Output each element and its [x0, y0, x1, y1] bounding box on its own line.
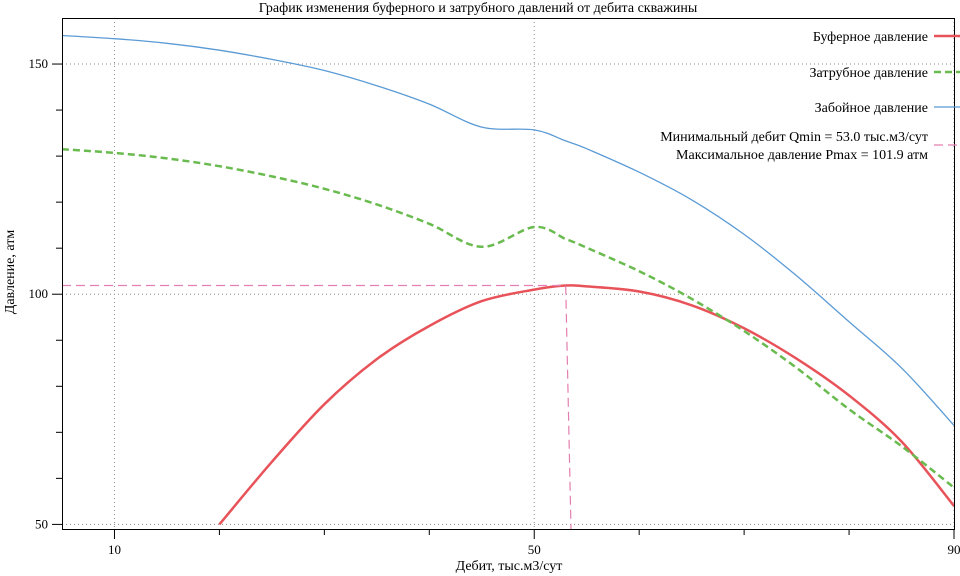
- plot-frame: [62, 18, 955, 530]
- legend-label: Буферное давление: [813, 30, 928, 45]
- legend: Буферное давление Затрубное давление Забой…: [660, 30, 960, 163]
- x-tick-label: 10: [108, 542, 121, 557]
- legend-label: Минимальный дебит Qmin = 53.0 тыс.м3/сут: [660, 130, 928, 145]
- optimum-marker-line: [62, 284, 572, 530]
- bottomhole-pressure-line: [61, 34, 955, 426]
- x-tick-label: 50: [528, 542, 541, 557]
- legend-label: Затрубное давление: [810, 66, 928, 81]
- y-tick-label: 100: [29, 286, 49, 301]
- grid: [62, 18, 955, 529]
- x-tick-label: 90: [948, 542, 960, 557]
- y-tick-label: 150: [29, 56, 49, 71]
- annular-pressure-line: [61, 147, 955, 489]
- y-tick-label: 50: [35, 516, 48, 531]
- axis-ticks: 10 50 90 50 100 150: [29, 56, 960, 557]
- legend-label: Забойное давление: [815, 101, 928, 116]
- chart-title: График изменения буферного и затрубного …: [259, 1, 698, 16]
- y-axis-label: Давление, атм: [3, 230, 18, 315]
- x-axis-label: Дебит, тыс.м3/сут: [456, 559, 563, 574]
- legend-label: Максимальное давление Pmax = 101.9 атм: [676, 148, 928, 163]
- series-layer: [61, 34, 955, 530]
- buffer-pressure-line: [218, 283, 955, 526]
